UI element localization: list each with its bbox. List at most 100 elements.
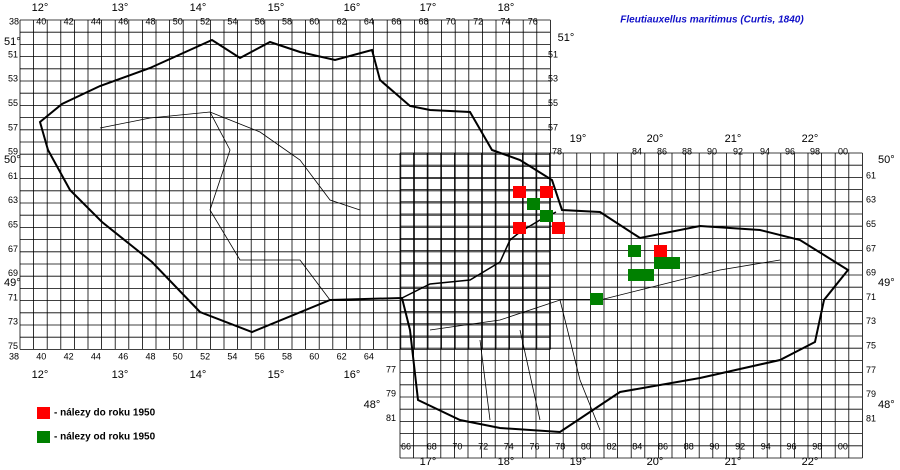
grid-label: 60	[309, 16, 319, 26]
grid-label: 92	[733, 146, 743, 156]
grid-label: 38	[9, 16, 19, 26]
degree-label: 18°	[498, 456, 515, 468]
grid-label: 68	[427, 441, 437, 451]
find-since-1950	[654, 257, 667, 269]
degree-label: 19°	[570, 456, 587, 468]
grid-label: 74	[500, 16, 510, 26]
grid-label: 79	[866, 389, 876, 399]
grid-label: 57	[548, 122, 558, 132]
degree-label: 18°	[498, 2, 515, 14]
grid-label: 96	[785, 146, 795, 156]
grid-label: 78	[552, 146, 562, 156]
grid-label: 84	[632, 441, 642, 451]
degree-label: 49°	[4, 277, 21, 289]
grid-label: 65	[866, 219, 876, 229]
degree-label: 51°	[558, 32, 575, 44]
grid-label: 40	[36, 16, 46, 26]
legend-swatch	[37, 407, 50, 419]
find-before-1950	[552, 222, 565, 234]
grid-label: 56	[255, 351, 265, 361]
grid-label: 94	[761, 441, 771, 451]
grid-label: 75	[8, 341, 18, 351]
grid-label: 69	[8, 268, 18, 278]
grid-label: 71	[8, 292, 18, 302]
degree-label: 48°	[364, 399, 381, 411]
legend-swatch	[37, 431, 50, 443]
grid-label: 73	[8, 317, 18, 327]
grid-label: 82	[607, 441, 617, 451]
grid-label: 98	[810, 146, 820, 156]
grid-label: 98	[812, 441, 822, 451]
grid-label: 69	[866, 268, 876, 278]
grid-label: 55	[8, 98, 18, 108]
find-since-1950	[628, 245, 641, 257]
grid-label: 73	[866, 316, 876, 326]
grid-label: 57	[8, 122, 18, 132]
find-since-1950	[641, 269, 654, 281]
grid-label: 72	[473, 16, 483, 26]
grid-label: 72	[478, 441, 488, 451]
degree-label: 14°	[190, 2, 207, 14]
grid-label: 46	[118, 351, 128, 361]
grid-label: 67	[866, 243, 876, 253]
grid-label: 77	[866, 365, 876, 375]
grid-label: 48	[145, 16, 155, 26]
find-since-1950	[590, 293, 603, 305]
legend-label: - nálezy do roku 1950	[54, 408, 156, 419]
grid-label: 79	[386, 389, 396, 399]
finding-squares	[513, 186, 680, 305]
grid-label: 84	[632, 146, 642, 156]
degree-label: 17°	[420, 2, 437, 14]
grid-label: 64	[364, 351, 374, 361]
grid-label: 56	[255, 16, 265, 26]
grid-label: 76	[528, 16, 538, 26]
grid-label: 42	[64, 16, 74, 26]
grid-label: 76	[529, 441, 539, 451]
grid-label: 38	[9, 351, 19, 361]
grid-label: 63	[8, 195, 18, 205]
find-before-1950	[540, 186, 553, 198]
grid-label: 62	[337, 16, 347, 26]
grid-label: 42	[64, 351, 74, 361]
grid-label: 52	[200, 351, 210, 361]
grid-label: 74	[504, 441, 514, 451]
grid-label: 00	[838, 146, 848, 156]
grid-label: 67	[8, 244, 18, 254]
grid-label: 66	[391, 16, 401, 26]
grid-label: 68	[418, 16, 428, 26]
grid-label: 54	[227, 351, 237, 361]
grid-label: 44	[91, 16, 101, 26]
grid-label: 94	[760, 146, 770, 156]
degree-label: 15°	[268, 369, 285, 381]
grid-label: 61	[8, 171, 18, 181]
grid-label: 50	[173, 16, 183, 26]
grid-label: 55	[548, 98, 558, 108]
grid-label: 48	[145, 351, 155, 361]
grid-label: 63	[866, 195, 876, 205]
degree-label: 12°	[32, 2, 49, 14]
degree-label: 17°	[420, 456, 437, 468]
grid-label: 40	[36, 351, 46, 361]
grid-label: 59	[8, 147, 18, 157]
degree-label: 15°	[268, 2, 285, 14]
grid-label: 90	[709, 441, 719, 451]
grid-label: 78	[555, 441, 565, 451]
degree-label: 22°	[802, 456, 819, 468]
grid-label: 75	[866, 340, 876, 350]
degree-label: 48°	[878, 399, 895, 411]
inner-border	[401, 211, 557, 299]
degree-label: 13°	[112, 2, 129, 14]
degree-label: 50°	[4, 154, 21, 166]
grid-label: 62	[337, 351, 347, 361]
degree-label: 21°	[725, 133, 742, 145]
grid-label: 66	[401, 441, 411, 451]
find-before-1950	[513, 222, 526, 234]
grid-label: 00	[838, 441, 848, 451]
grid-label: 51	[8, 49, 18, 59]
grid-label: 80	[581, 441, 591, 451]
degree-label: 50°	[878, 154, 895, 166]
find-before-1950	[513, 186, 526, 198]
degree-label: 22°	[802, 133, 819, 145]
grid-label: 53	[548, 74, 558, 84]
